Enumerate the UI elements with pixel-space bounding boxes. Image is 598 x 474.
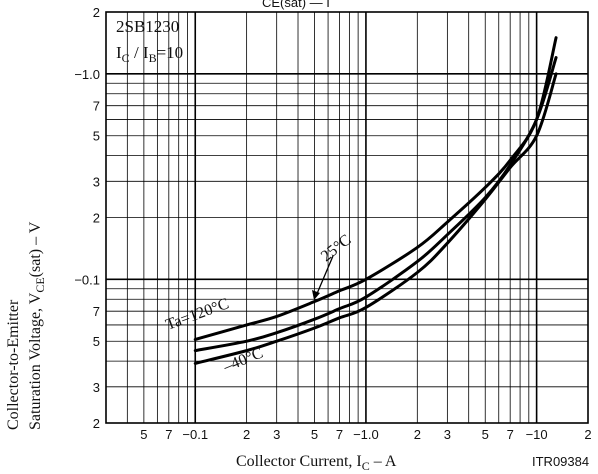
y-axis-label-suffix: (sat) – V bbox=[27, 221, 44, 277]
x-tick-label-13: 2 bbox=[584, 427, 591, 442]
x-tick-label-2: −0.1 bbox=[182, 427, 208, 442]
x-tick-label-3: 2 bbox=[243, 427, 250, 442]
y-axis-label-main: Saturation Voltage, V bbox=[27, 292, 44, 430]
condition-label: IC / IB=10 bbox=[116, 43, 183, 65]
y-tick-label-10: 2 bbox=[93, 5, 100, 20]
series-line-2-40-c bbox=[193, 72, 558, 365]
y-tick-label-0: 2 bbox=[93, 416, 100, 431]
series-label-minus40c: –40°C bbox=[220, 345, 265, 377]
series-25c-pointer bbox=[315, 255, 334, 297]
condition-sub-c: C bbox=[122, 51, 130, 65]
chart-title-fragment: CE(sat) — I bbox=[262, 0, 330, 10]
series-25c-pointer-head bbox=[312, 290, 320, 300]
plot-frame bbox=[105, 11, 589, 424]
x-tick-label-9: 3 bbox=[444, 427, 451, 442]
condition-sub-b: B bbox=[149, 51, 157, 65]
x-tick-label-6: 7 bbox=[336, 427, 343, 442]
device-label: 2SB1230 bbox=[116, 17, 179, 36]
y-tick-label-3: 7 bbox=[93, 304, 100, 319]
x-axis-label-suffix: – A bbox=[370, 453, 397, 470]
x-tick-label-0: 5 bbox=[140, 427, 147, 442]
y-axis-label-line2: Saturation Voltage, VCE(sat) – V bbox=[27, 221, 47, 430]
x-tick-label-4: 3 bbox=[273, 427, 280, 442]
x-tick-label-7: −1.0 bbox=[353, 427, 379, 442]
y-tick-label-9: −1.0 bbox=[74, 67, 100, 82]
condition-main: I bbox=[116, 43, 122, 62]
tick-labels: 57−0.12357−1.02357−102352357−0.12357−1.0… bbox=[74, 5, 591, 442]
y-tick-label-1: 3 bbox=[93, 380, 100, 395]
x-tick-label-8: 2 bbox=[414, 427, 421, 442]
annotation-box: 2SB1230 IC / IB=10 bbox=[116, 17, 183, 65]
y-tick-label-2: 5 bbox=[93, 334, 100, 349]
y-axis-label-line1: Collector-to-Emitter bbox=[5, 299, 22, 430]
series-group bbox=[193, 36, 558, 365]
x-tick-label-1: 7 bbox=[165, 427, 172, 442]
x-tick-label-10: 5 bbox=[482, 427, 489, 442]
x-tick-label-12: −10 bbox=[526, 427, 548, 442]
x-axis-label: Collector Current, IC – A bbox=[236, 453, 397, 473]
y-tick-label-5: 2 bbox=[93, 211, 100, 226]
x-tick-label-11: 7 bbox=[507, 427, 514, 442]
series-line-1-25-c bbox=[193, 56, 558, 353]
x-tick-label-5: 5 bbox=[311, 427, 318, 442]
y-tick-label-6: 3 bbox=[93, 174, 100, 189]
y-tick-label-8: 7 bbox=[93, 99, 100, 114]
y-tick-label-7: 5 bbox=[93, 129, 100, 144]
x-axis-label-main: Collector Current, I bbox=[236, 453, 362, 470]
figure-code: ITR09384 bbox=[532, 454, 589, 469]
condition-mid: / I bbox=[130, 43, 149, 62]
series-label-120c: Ta=120°C bbox=[164, 295, 232, 334]
y-axis-label-sub: CE bbox=[33, 277, 47, 292]
y-tick-label-4: −0.1 bbox=[74, 272, 100, 287]
condition-end: =10 bbox=[157, 43, 184, 62]
x-axis-label-sub: C bbox=[362, 459, 370, 473]
grid bbox=[106, 12, 588, 423]
